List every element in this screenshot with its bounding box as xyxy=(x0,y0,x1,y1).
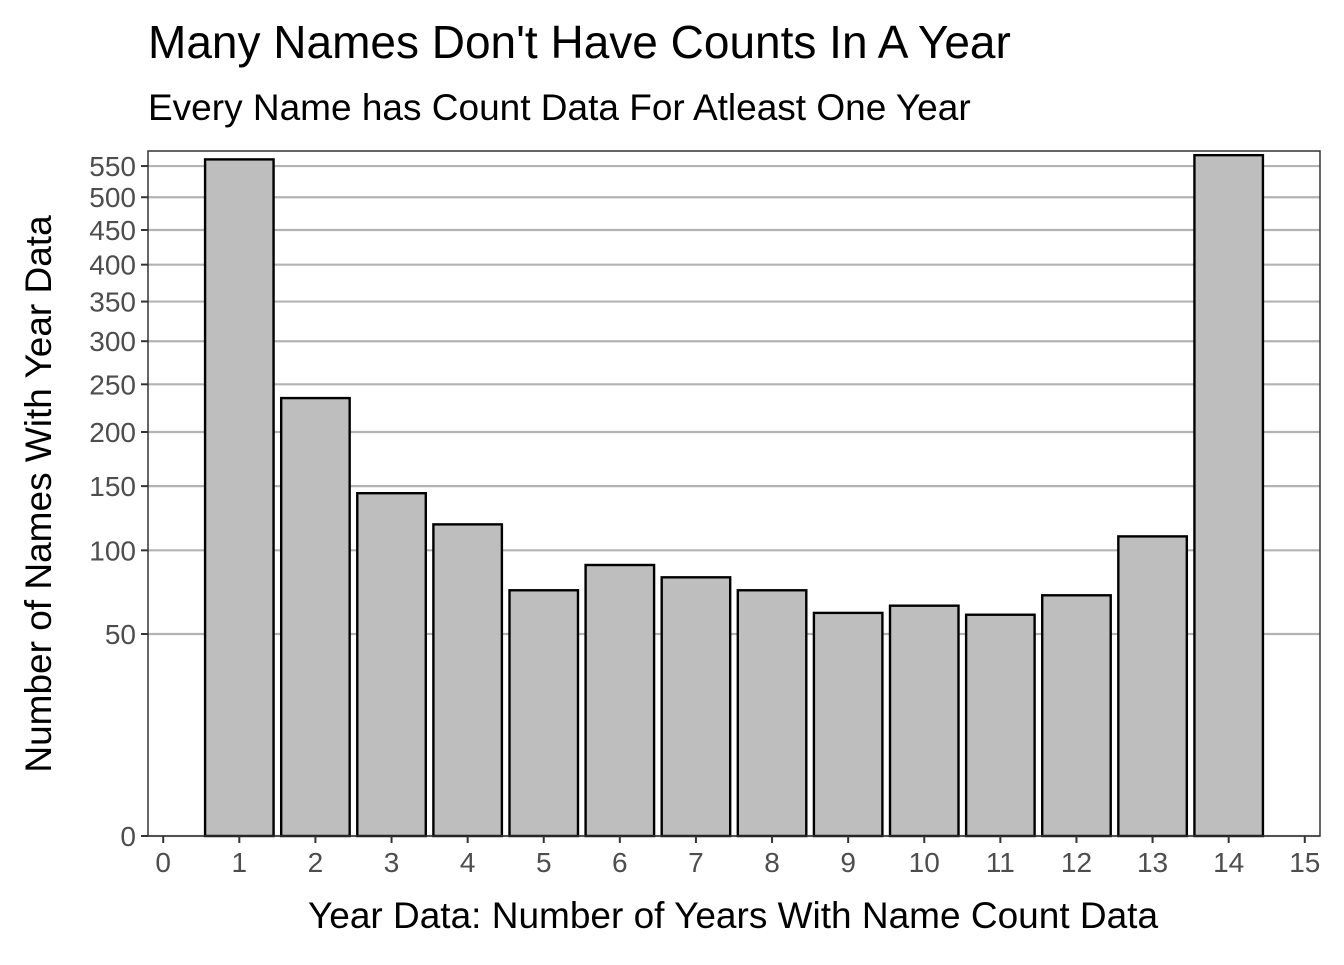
x-tick-label-5: 5 xyxy=(536,847,552,878)
y-tick-label-200: 200 xyxy=(89,417,136,448)
x-tick-label-15: 15 xyxy=(1289,847,1320,878)
x-tick-label-1: 1 xyxy=(232,847,248,878)
bar-1 xyxy=(203,158,275,838)
y-tick-label-500: 500 xyxy=(89,182,136,213)
bar-2 xyxy=(279,396,351,838)
bar-3 xyxy=(356,492,427,838)
x-tick-label-14: 14 xyxy=(1213,847,1244,878)
bar-6 xyxy=(584,563,656,838)
x-axis: 0 1 2 3 4 5 6 7 8 9 10 11 12 13 14 15 xyxy=(155,836,1320,878)
bar-12 xyxy=(1041,594,1112,838)
chart-subtitle: Every Name has Count Data For Atleast On… xyxy=(148,87,971,128)
y-tick-label-50: 50 xyxy=(105,619,136,650)
x-tick-label-8: 8 xyxy=(764,847,780,878)
bar-14 xyxy=(1193,153,1265,838)
bar-7 xyxy=(660,576,732,838)
x-tick-label-12: 12 xyxy=(1061,847,1092,878)
y-tick-label-450: 450 xyxy=(89,215,136,246)
x-tick-label-10: 10 xyxy=(909,847,940,878)
x-tick-label-9: 9 xyxy=(840,847,856,878)
bar-13 xyxy=(1117,535,1189,838)
y-tick-label-400: 400 xyxy=(89,250,136,281)
y-tick-label-250: 250 xyxy=(89,369,136,400)
bar-4 xyxy=(432,523,504,838)
bar-11 xyxy=(964,613,1036,838)
y-tick-label-100: 100 xyxy=(89,535,136,566)
x-tick-label-3: 3 xyxy=(384,847,400,878)
y-axis-title: Number of Names With Year Data xyxy=(18,215,59,773)
bars xyxy=(203,153,1265,838)
chart-title: Many Names Don't Have Counts In A Year xyxy=(148,16,1011,68)
x-axis-title: Year Data: Number of Years With Name Cou… xyxy=(308,895,1158,936)
y-tick-label-0: 0 xyxy=(120,821,136,852)
panel-border xyxy=(147,150,1321,837)
y-tick-label-350: 350 xyxy=(89,287,136,318)
y-tick-label-150: 150 xyxy=(89,471,136,502)
x-tick-label-2: 2 xyxy=(308,847,324,878)
y-tick-label-300: 300 xyxy=(89,326,136,357)
x-tick-label-11: 11 xyxy=(986,847,1015,878)
bar-8 xyxy=(736,589,808,838)
x-tick-label-13: 13 xyxy=(1137,847,1168,878)
bar-10 xyxy=(888,604,960,838)
bar-5 xyxy=(508,589,580,838)
x-tick-label-7: 7 xyxy=(688,847,704,878)
x-tick-label-4: 4 xyxy=(460,847,476,878)
bar-9 xyxy=(812,611,884,838)
x-tick-label-0: 0 xyxy=(155,847,171,878)
x-tick-label-6: 6 xyxy=(612,847,628,878)
y-tick-label-550: 550 xyxy=(89,151,136,182)
